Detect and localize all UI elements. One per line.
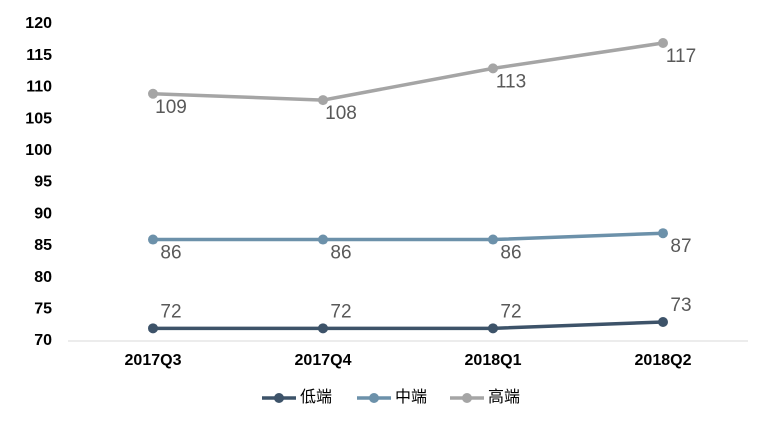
data-label: 72 — [330, 301, 351, 322]
data-label: 109 — [155, 97, 187, 118]
data-point — [658, 316, 668, 327]
data-label: 86 — [500, 243, 521, 264]
data-label: 86 — [330, 243, 351, 264]
data-point — [488, 234, 498, 245]
y-tick-label: 120 — [25, 15, 52, 32]
data-label: 86 — [160, 243, 181, 264]
series-line — [152, 41, 664, 102]
data-point — [488, 323, 498, 334]
y-tick-label: 105 — [25, 110, 52, 127]
y-tick-label: 90 — [34, 205, 52, 222]
data-point — [658, 228, 668, 239]
y-tick-label: 85 — [34, 237, 52, 254]
data-point — [148, 234, 158, 245]
legend-marker — [274, 393, 284, 403]
data-point — [658, 38, 668, 49]
legend-label: 中端 — [395, 388, 427, 406]
series-line — [153, 231, 664, 242]
legend-label: 低端 — [300, 388, 332, 406]
y-tick-label: 80 — [34, 269, 52, 286]
data-point — [318, 323, 328, 334]
legend-label: 高端 — [488, 388, 520, 406]
x-tick-label: 2018Q2 — [635, 352, 692, 369]
y-tick-label: 70 — [34, 332, 52, 349]
data-label: 113 — [496, 71, 526, 92]
y-tick-label: 115 — [26, 47, 52, 64]
legend-marker — [462, 393, 472, 403]
data-point — [148, 88, 158, 99]
series-line — [153, 320, 664, 331]
x-tick-label: 2017Q4 — [295, 352, 352, 369]
y-tick-label: 95 — [34, 174, 52, 191]
data-label: 87 — [670, 236, 691, 257]
data-label: 72 — [160, 301, 181, 322]
y-tick-label: 75 — [34, 301, 52, 318]
x-tick-label: 2017Q3 — [125, 352, 182, 369]
data-point — [318, 234, 328, 245]
legend-marker — [369, 393, 379, 403]
data-point — [318, 95, 328, 106]
data-label: 117 — [666, 46, 696, 67]
data-point — [488, 63, 498, 74]
y-tick-label: 110 — [26, 79, 52, 96]
data-point — [148, 323, 158, 334]
x-tick-label: 2018Q1 — [465, 352, 522, 369]
data-label: 73 — [670, 295, 691, 316]
data-label: 72 — [500, 301, 521, 322]
data-label: 108 — [325, 103, 357, 124]
y-tick-label: 100 — [25, 142, 52, 159]
